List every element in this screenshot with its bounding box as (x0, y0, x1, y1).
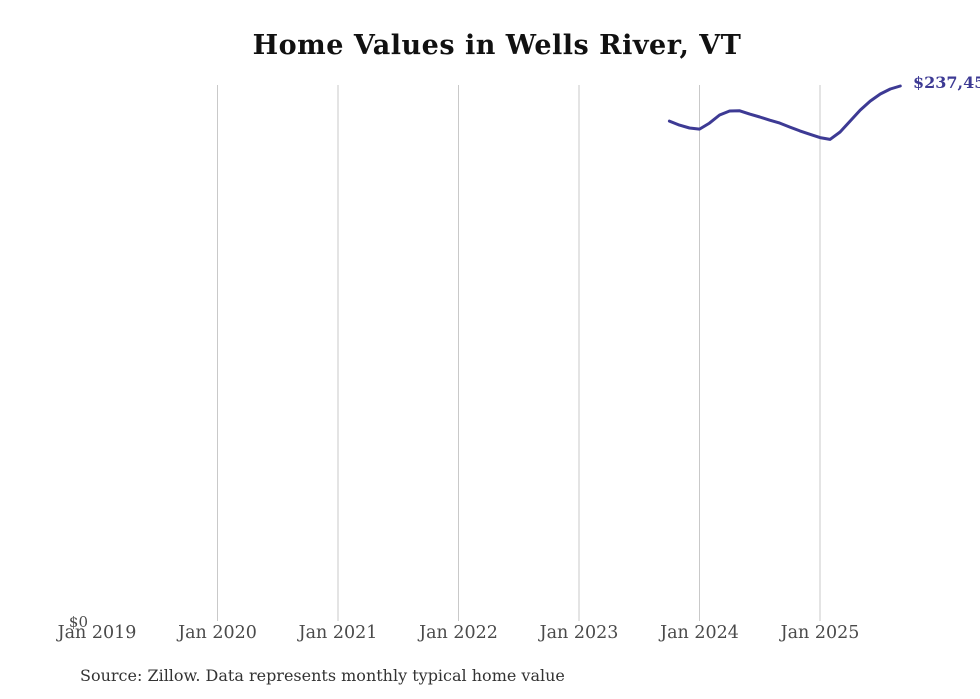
x-axis-tick-label: Jan 2020 (178, 623, 257, 643)
x-axis-tick-label: Jan 2023 (539, 623, 619, 643)
latest-value-label: $237,45 (913, 73, 980, 92)
x-axis-tick-label: Jan 2022 (419, 623, 498, 643)
x-axis-tick-label: Jan 2025 (780, 623, 860, 643)
chart-title: Home Values in Wells River, VT (252, 30, 742, 61)
x-axis-tick-label: Jan 2021 (298, 623, 378, 643)
y-axis-zero-label: $0 (68, 613, 88, 631)
home-value-line (667, 84, 902, 141)
x-axis-tick-label: Jan 2024 (660, 623, 739, 643)
source-note: Source: Zillow. Data represents monthly … (80, 666, 565, 685)
x-axis-tick-label: Jan 2019 (57, 623, 137, 643)
